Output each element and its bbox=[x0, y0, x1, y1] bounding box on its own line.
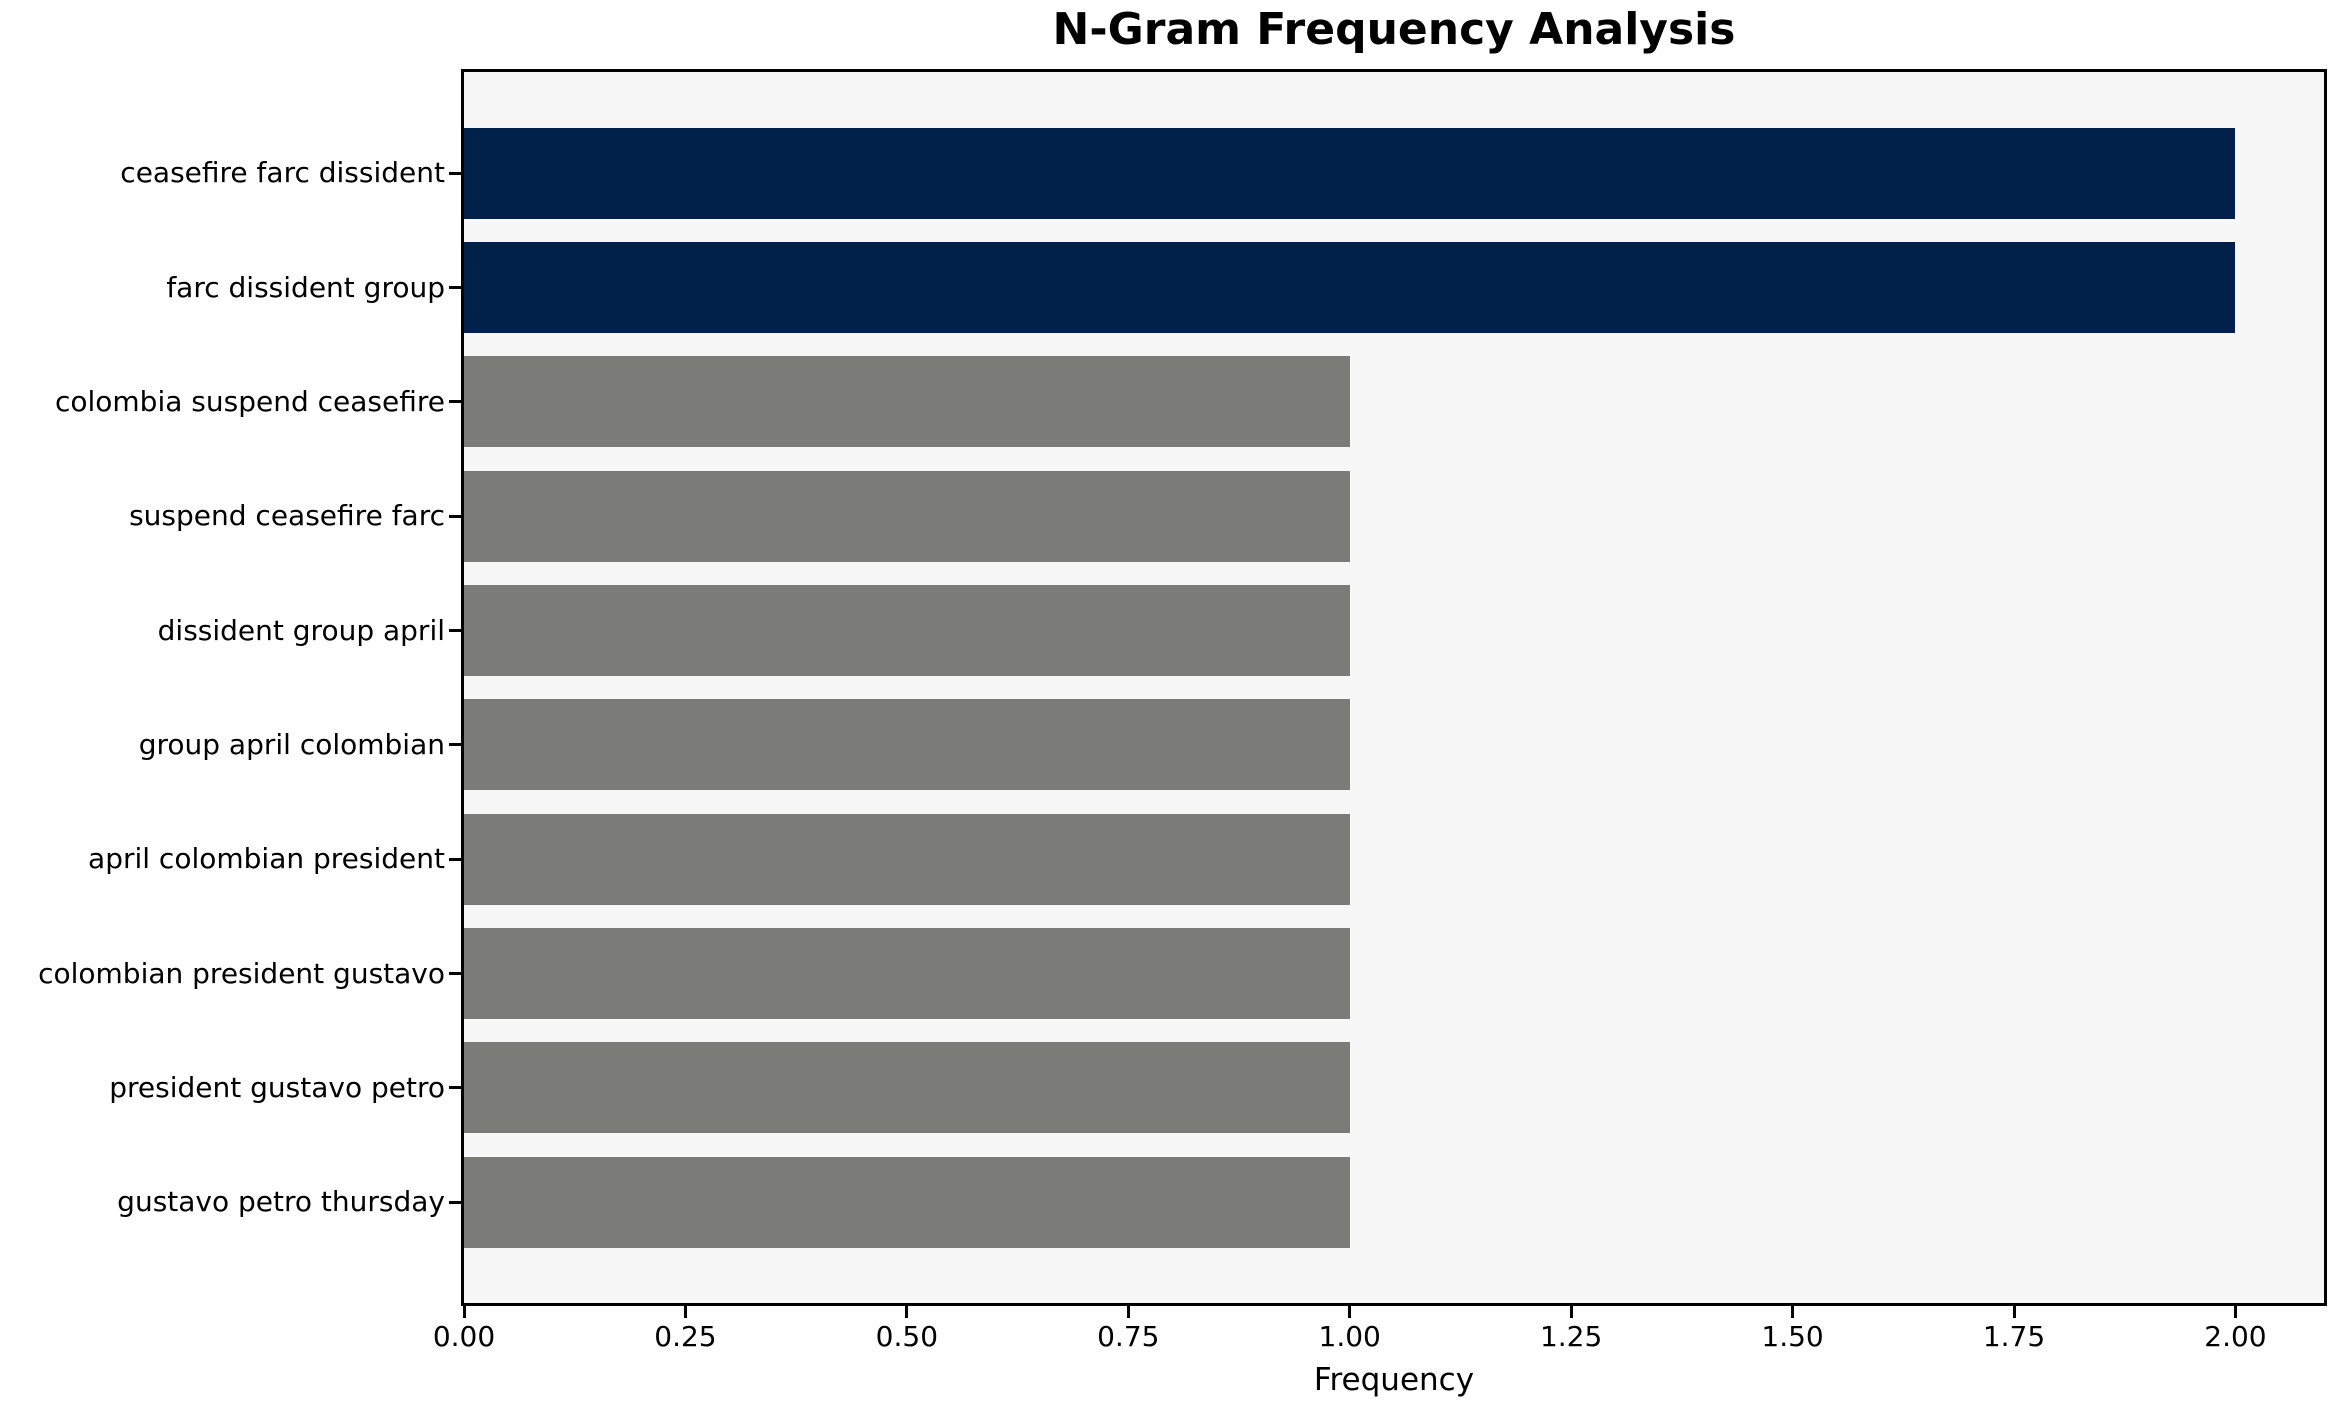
bar-colombia-suspend-ceasefire bbox=[464, 356, 1350, 448]
y-tick-label: ceasefire farc dissident bbox=[120, 156, 445, 190]
x-tick-label: 0.00 bbox=[432, 1320, 496, 1353]
x-axis-label: Frequency bbox=[1313, 1362, 1475, 1398]
y-tick-label: dissident group april bbox=[157, 613, 445, 647]
y-tick-label: colombian president gustavo bbox=[38, 956, 445, 990]
y-tick-mark bbox=[449, 1200, 461, 1204]
bar-ceasefire-farc-dissident bbox=[464, 127, 2236, 219]
y-tick-mark bbox=[449, 400, 461, 404]
x-tick-mark bbox=[683, 1306, 687, 1318]
bar-dissident-group-april bbox=[464, 585, 1350, 677]
x-tick-mark bbox=[905, 1306, 909, 1318]
y-tick-mark bbox=[449, 629, 461, 633]
x-tick-label: 2.00 bbox=[2204, 1320, 2267, 1353]
plot-area bbox=[461, 69, 2327, 1306]
y-tick-label: gustavo petro thursday bbox=[117, 1185, 445, 1219]
y-tick-mark bbox=[449, 743, 461, 747]
x-tick-mark bbox=[1348, 1306, 1352, 1318]
x-tick-label: 0.75 bbox=[1097, 1320, 1160, 1353]
bar-gustavo-petro-thursday bbox=[464, 1156, 1350, 1248]
x-tick-mark bbox=[2012, 1306, 2016, 1318]
bar-april-colombian-president bbox=[464, 813, 1350, 905]
y-tick-label: suspend ceasefire farc bbox=[129, 499, 445, 533]
x-tick-mark bbox=[462, 1306, 466, 1318]
bar-president-gustavo-petro bbox=[464, 1042, 1350, 1134]
chart-title: N-Gram Frequency Analysis bbox=[1052, 4, 1736, 55]
x-tick-mark bbox=[1791, 1306, 1795, 1318]
x-tick-label: 0.50 bbox=[875, 1320, 939, 1353]
x-tick-label: 1.25 bbox=[1539, 1320, 1603, 1353]
y-tick-mark bbox=[449, 286, 461, 290]
y-tick-label: group april colombian bbox=[138, 727, 445, 761]
y-tick-mark bbox=[449, 857, 461, 861]
y-tick-mark bbox=[449, 972, 461, 976]
x-tick-label: 1.50 bbox=[1761, 1320, 1824, 1353]
y-tick-label: april colombian president bbox=[88, 842, 445, 876]
bar-group-april-colombian bbox=[464, 699, 1350, 791]
y-tick-label: colombia suspend ceasefire bbox=[54, 384, 445, 418]
x-tick-mark bbox=[2233, 1306, 2237, 1318]
bar-colombian-president-gustavo bbox=[464, 928, 1350, 1020]
y-tick-mark bbox=[449, 514, 461, 518]
x-tick-label: 1.00 bbox=[1318, 1320, 1381, 1353]
y-tick-mark bbox=[449, 171, 461, 175]
bar-suspend-ceasefire-farc bbox=[464, 470, 1350, 562]
y-tick-label: farc dissident group bbox=[166, 270, 445, 304]
x-tick-mark bbox=[1569, 1306, 1573, 1318]
y-tick-mark bbox=[449, 1086, 461, 1090]
x-tick-label: 0.25 bbox=[654, 1320, 717, 1353]
bar-farc-dissident-group bbox=[464, 242, 2236, 334]
x-tick-label: 1.75 bbox=[1982, 1320, 2046, 1353]
x-tick-mark bbox=[1126, 1306, 1130, 1318]
y-tick-label: president gustavo petro bbox=[109, 1070, 445, 1104]
